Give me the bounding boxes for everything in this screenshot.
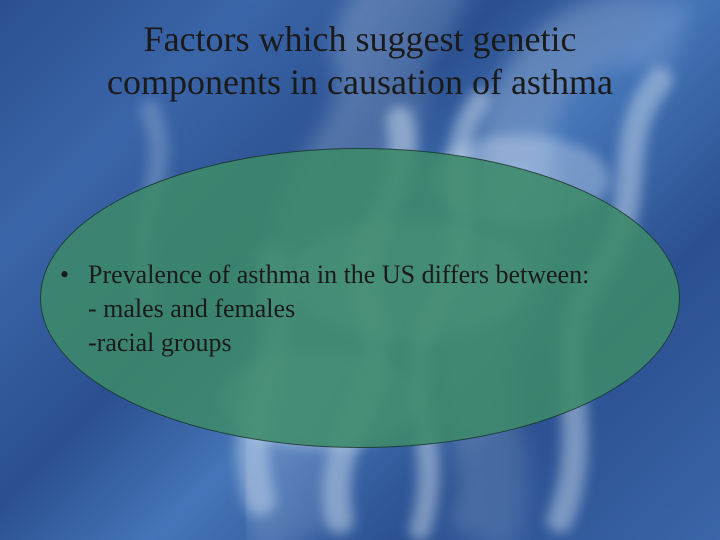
slide-title: Factors which suggest genetic components… [0,18,720,104]
bullet-text: Prevalence of asthma in the US differs b… [88,258,589,292]
bullet-main: • Prevalence of asthma in the US differs… [60,258,680,292]
body-text: • Prevalence of asthma in the US differs… [60,258,680,359]
bullet-sub-1: - males and females [60,292,680,326]
bullet-sub-2: -racial groups [60,326,680,360]
slide: Factors which suggest genetic components… [0,0,720,540]
bullet-marker: • [60,258,88,292]
